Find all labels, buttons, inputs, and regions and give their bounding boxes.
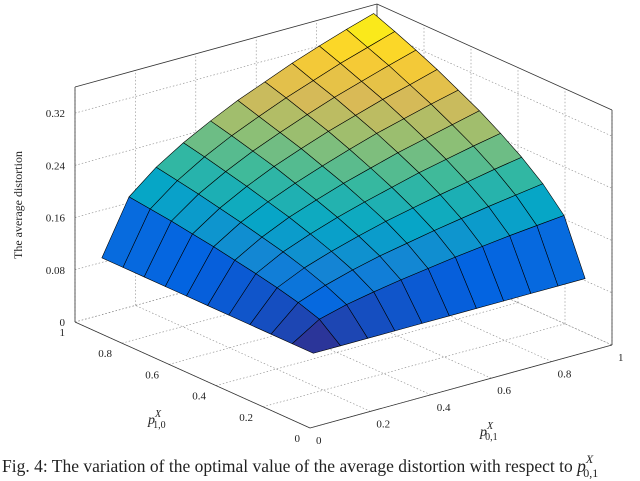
plot-area: 00.20.40.60.8100.20.40.60.8100.080.160.2… <box>46 3 624 447</box>
x-tick-label: 0 <box>295 433 301 445</box>
y-label-sub: 0,1 <box>485 432 498 443</box>
y-tick-label: 0.6 <box>497 385 511 397</box>
x-label-sup: X <box>154 409 162 420</box>
x-tick-label: 0.6 <box>145 369 159 381</box>
axis-box <box>74 3 378 88</box>
y-tick-label: 1 <box>618 352 624 364</box>
y-label-sup: X <box>486 421 494 432</box>
axis-box <box>74 321 311 429</box>
x-label-sub: 1,0 <box>153 420 166 431</box>
caption-sub: 0,1 <box>583 466 598 480</box>
x-axis-label: pX 1,0 <box>147 409 166 431</box>
y-axis-label: pX 0,1 <box>479 421 498 443</box>
y-tick-label: 0.2 <box>376 418 390 430</box>
z-axis-label: The average distortion <box>11 151 25 259</box>
z-tick-label: 0.24 <box>46 160 66 172</box>
axis-box <box>309 344 613 429</box>
caption: Fig. 4: The variation of the optimal val… <box>2 452 598 480</box>
z-tick-label: 0 <box>60 317 66 329</box>
grid-line <box>376 29 613 137</box>
y-tick-label: 0.8 <box>558 369 572 381</box>
y-tick-label: 0.4 <box>437 402 451 414</box>
grid-line <box>135 305 371 412</box>
x-tick-label: 0.8 <box>98 348 112 360</box>
y-label-base: p <box>479 425 487 440</box>
caption-text: Fig. 4: The variation of the optimal val… <box>2 456 577 476</box>
z-tick-label: 0.32 <box>46 108 65 120</box>
caption-sup: X <box>585 452 594 466</box>
z-tick-label: 0.16 <box>46 213 66 225</box>
x-tick-label: 1 <box>60 327 66 339</box>
caption-base: p <box>575 456 586 476</box>
x-tick-label: 0.2 <box>239 412 253 424</box>
x-label-base: p <box>147 413 155 428</box>
x-tick-label: 0.4 <box>192 391 206 403</box>
z-tick-label: 0.08 <box>46 265 66 277</box>
axis-box <box>376 3 613 111</box>
y-tick-label: 0 <box>316 435 322 447</box>
surface-patch <box>291 318 341 354</box>
